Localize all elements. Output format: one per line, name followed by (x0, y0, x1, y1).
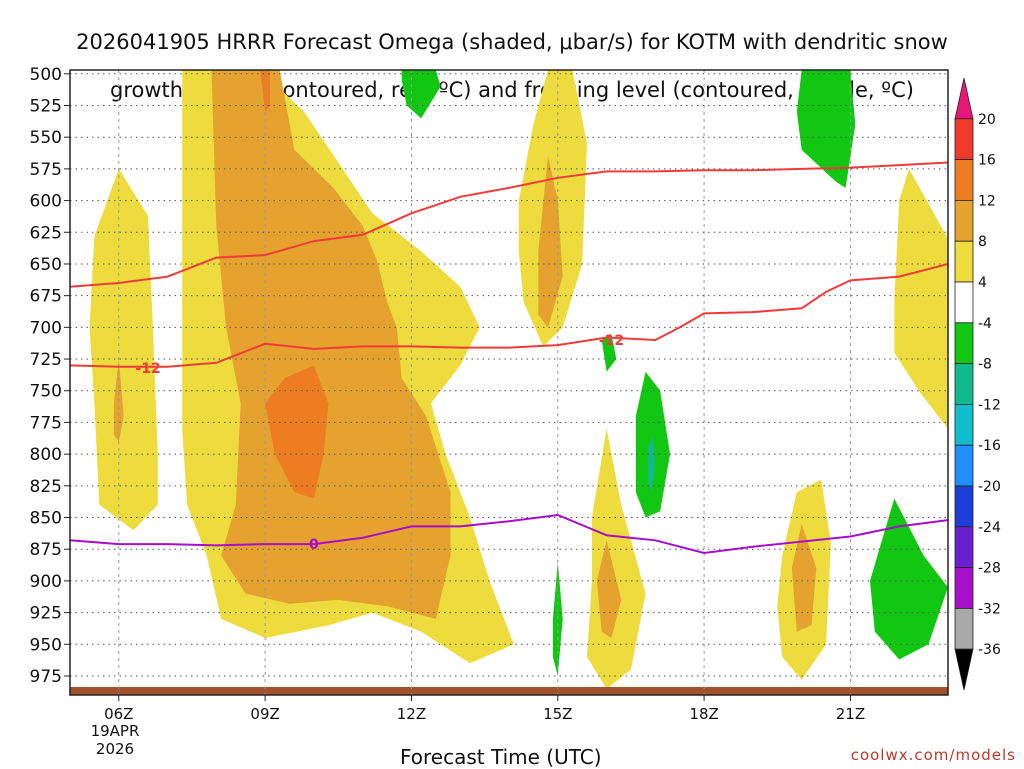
site-credit[interactable]: coolwx.com/models (850, 746, 1016, 764)
y-tick-label-625: 625 (30, 223, 62, 243)
y-tick-label-975: 975 (30, 667, 62, 687)
omega-shade-1 (89, 168, 158, 531)
omega-shade-16 (870, 498, 948, 660)
y-tick-label-600: 600 (30, 192, 62, 212)
x-axis-title: Forecast Time (UTC) (400, 745, 602, 769)
y-tick-label-500: 500 (30, 65, 62, 85)
y-tick-label-700: 700 (30, 318, 62, 338)
contour-label-1: -12 (599, 333, 624, 349)
y-tick-label-825: 825 (30, 477, 62, 497)
x-tick-label-09Z: 09Z (250, 705, 279, 723)
omega-shade-9 (791, 523, 817, 632)
colorbar-label-3: 8 (978, 234, 987, 250)
x-tick-label-06Z: 06Z (104, 705, 133, 723)
colorbar-label-10: -24 (978, 520, 1001, 536)
date-day-month: 19APR (90, 722, 140, 740)
colorbar-bin-11 (954, 526, 974, 568)
omega-shade-14 (796, 70, 856, 188)
y-tick-label-800: 800 (30, 445, 62, 465)
y-tick-label-950: 950 (30, 635, 62, 655)
contour-1 (70, 263, 948, 368)
omega-shade-6 (211, 70, 451, 619)
plot-frame (69, 69, 949, 696)
y-tick-label-925: 925 (30, 604, 62, 624)
colorbar-label-1: 16 (978, 153, 996, 169)
y-tick-label-650: 650 (30, 255, 62, 275)
omega-shade-12 (260, 70, 270, 112)
contour-label-0: -12 (135, 361, 160, 377)
colorbar-label-6: -8 (978, 357, 992, 373)
colorbar-label-4: 4 (978, 275, 987, 291)
omega-shade-18 (601, 333, 617, 372)
date-year: 2026 (95, 740, 135, 758)
x-tick-label-18Z: 18Z (689, 705, 718, 723)
colorbar-bin-6 (954, 322, 974, 364)
colorbar-bin-8 (954, 403, 974, 446)
title-line-1: 2026041905 HRRR Forecast Omega (shaded, … (76, 30, 948, 54)
omega-shade-13 (401, 70, 441, 119)
colorbar-label-8: -16 (978, 438, 1001, 454)
colorbar-bin-1 (954, 118, 974, 161)
omega-shade-8 (596, 540, 622, 638)
contour-label-2: 0 (309, 537, 319, 553)
omega-shade-5 (894, 168, 948, 429)
x-tick-label-21Z: 21Z (836, 705, 865, 723)
colorbar-label-5: -4 (978, 316, 992, 332)
colorbar-bin-0 (954, 77, 974, 120)
colorbar-bin-2 (954, 159, 974, 201)
contour-0 (70, 161, 948, 288)
x-tick-label-15Z: 15Z (543, 705, 572, 723)
omega-shade-19 (648, 435, 656, 493)
colorbar-label-2: 12 (978, 193, 996, 209)
colorbar-bin-3 (954, 199, 974, 242)
y-tick-label-850: 850 (30, 509, 62, 529)
y-tick-label-775: 775 (30, 413, 62, 433)
colorbar-bin-10 (954, 485, 974, 528)
omega-shade-7 (538, 156, 563, 328)
omega-shade-11 (265, 365, 329, 499)
x-tick-label-12Z: 12Z (397, 705, 426, 723)
colorbar-bin-14 (954, 648, 974, 691)
ground-strip (70, 687, 948, 695)
colorbar-bin-12 (954, 567, 974, 609)
colorbar-bin-7 (954, 363, 974, 405)
y-tick-label-575: 575 (30, 160, 62, 180)
y-tick-label-525: 525 (30, 96, 62, 116)
colorbar-label-7: -12 (978, 397, 1001, 413)
date-stamp: 19APR 2026 (90, 722, 140, 758)
y-tick-label-725: 725 (30, 350, 62, 370)
colorbar-bin-5 (954, 281, 974, 324)
contour-2 (70, 513, 948, 555)
y-tick-label-875: 875 (30, 540, 62, 560)
colorbar-label-13: -36 (978, 642, 1001, 658)
y-tick-label-675: 675 (30, 287, 62, 307)
colorbar-bin-13 (954, 608, 974, 650)
colorbar-label-9: -20 (978, 479, 1001, 495)
colorbar-bin-9 (954, 444, 974, 487)
y-tick-label-900: 900 (30, 572, 62, 592)
colorbar-label-12: -32 (978, 601, 1001, 617)
y-tick-label-550: 550 (30, 128, 62, 148)
colorbar-bin-4 (954, 240, 974, 283)
colorbar-label-11: -28 (978, 561, 1001, 577)
y-tick-label-750: 750 (30, 382, 62, 402)
colorbar-label-0: 20 (978, 112, 996, 128)
